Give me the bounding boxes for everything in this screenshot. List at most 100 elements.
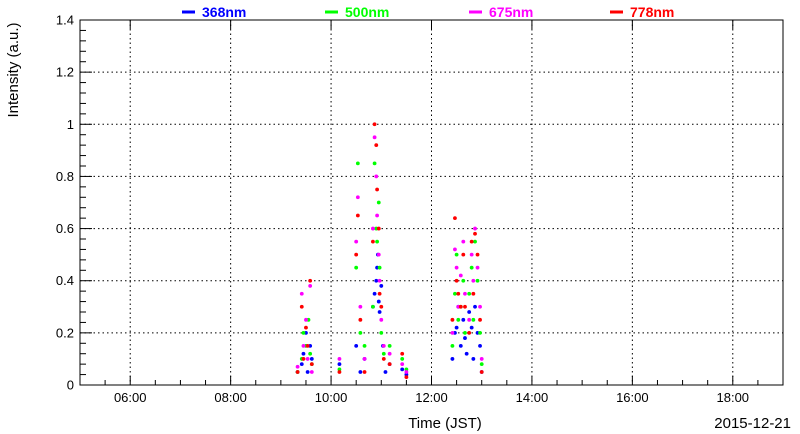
data-point-368nm xyxy=(450,357,455,361)
grid-lines xyxy=(80,20,783,385)
data-point-368nm xyxy=(463,336,467,340)
data-point-778nm xyxy=(379,304,384,309)
data-point-500nm xyxy=(379,330,384,335)
data-point-778nm xyxy=(375,187,380,192)
data-point-675nm xyxy=(463,291,467,296)
y-tick-label: 1.4 xyxy=(56,13,74,28)
axis-ticks xyxy=(79,19,784,386)
data-point-368nm xyxy=(404,372,409,377)
data-point-675nm xyxy=(381,343,386,348)
data-point-675nm xyxy=(471,278,476,283)
x-tick-label: 18:00 xyxy=(717,390,750,405)
data-point-675nm xyxy=(295,364,300,369)
data-point-675nm xyxy=(479,357,484,361)
legend-label: 675nm xyxy=(489,4,533,20)
data-point-368nm xyxy=(354,343,359,348)
data-point-500nm xyxy=(461,278,466,283)
data-point-500nm xyxy=(381,351,386,356)
data-point-675nm xyxy=(358,304,363,309)
y-axis-label: Intensity (a.u.) xyxy=(5,22,22,117)
data-point-778nm xyxy=(404,375,409,380)
data-point-778nm xyxy=(371,239,375,244)
data-point-675nm xyxy=(376,252,381,257)
data-point-778nm xyxy=(453,216,457,221)
data-point-368nm xyxy=(374,278,379,283)
data-point-675nm xyxy=(404,370,409,374)
data-point-500nm xyxy=(372,161,377,166)
data-point-675nm xyxy=(305,357,310,361)
data-point-368nm xyxy=(400,367,405,372)
data-point-778nm xyxy=(458,304,463,309)
data-point-778nm xyxy=(456,291,461,296)
x-tick-label: 14:00 xyxy=(516,390,549,405)
data-point-675nm xyxy=(454,265,459,270)
x-tick-label: 06:00 xyxy=(114,390,147,405)
data-point-675nm xyxy=(372,135,377,140)
data-point-778nm xyxy=(299,304,304,309)
data-point-500nm xyxy=(475,278,480,283)
x-tick-label: 10:00 xyxy=(315,390,348,405)
data-point-368nm xyxy=(301,351,306,356)
data-point-500nm xyxy=(456,317,461,322)
legend-entry-778nm: 778nm xyxy=(610,4,674,20)
data-point-500nm xyxy=(354,265,359,270)
data-point-778nm xyxy=(454,278,459,283)
series-500nm xyxy=(295,161,484,374)
data-point-675nm xyxy=(469,252,474,257)
data-point-500nm xyxy=(463,330,467,335)
data-point-778nm xyxy=(355,213,360,218)
data-point-500nm xyxy=(471,317,476,322)
y-tick-label: 0.4 xyxy=(56,273,74,288)
data-point-500nm xyxy=(473,239,477,244)
data-points xyxy=(295,122,484,380)
data-point-778nm xyxy=(478,317,482,322)
data-point-778nm xyxy=(372,122,377,127)
data-point-368nm xyxy=(454,325,459,330)
data-point-675nm xyxy=(379,317,384,322)
data-point-675nm xyxy=(374,174,379,179)
data-point-778nm xyxy=(337,370,342,374)
data-point-500nm xyxy=(469,265,474,270)
data-point-500nm xyxy=(453,291,457,296)
data-point-368nm xyxy=(337,362,342,367)
data-point-368nm xyxy=(458,343,463,348)
x-tick-label: 16:00 xyxy=(616,390,649,405)
data-point-368nm xyxy=(478,343,482,348)
data-point-500nm xyxy=(404,367,409,372)
data-point-778nm xyxy=(469,239,474,244)
data-point-368nm xyxy=(379,284,384,288)
data-point-675nm xyxy=(299,291,304,296)
data-point-778nm xyxy=(450,317,455,322)
data-point-675nm xyxy=(467,317,472,322)
data-point-368nm xyxy=(309,357,314,361)
data-point-368nm xyxy=(376,299,381,304)
date-label: 2015-12-21 xyxy=(714,415,791,432)
legend-label: 778nm xyxy=(630,4,674,20)
data-point-675nm xyxy=(371,226,375,231)
data-point-500nm xyxy=(301,330,306,335)
data-point-368nm xyxy=(358,370,363,374)
data-point-778nm xyxy=(362,370,367,374)
data-point-778nm xyxy=(473,231,477,236)
data-point-675nm xyxy=(458,273,463,278)
data-point-675nm xyxy=(450,330,455,335)
data-point-675nm xyxy=(478,304,482,309)
data-point-778nm xyxy=(400,351,405,356)
data-point-500nm xyxy=(362,343,367,348)
data-point-500nm xyxy=(377,265,382,270)
x-tick-labels: 06:00 08:00 10:00 12:00 14:00 16:00 18:00 xyxy=(114,390,749,405)
data-point-368nm xyxy=(305,370,310,374)
data-point-675nm xyxy=(375,213,380,218)
legend-label: 368nm xyxy=(202,4,246,20)
data-point-368nm xyxy=(467,310,472,314)
data-point-778nm xyxy=(479,370,484,374)
y-tick-label: 1 xyxy=(67,117,74,132)
legend: 368nm 500nm 675nm 778nm xyxy=(182,4,674,20)
data-point-778nm xyxy=(475,252,480,257)
data-point-778nm xyxy=(301,357,306,361)
data-point-675nm xyxy=(453,247,457,252)
data-point-675nm xyxy=(337,357,342,361)
y-tick-label: 0 xyxy=(67,378,74,393)
data-point-778nm xyxy=(376,226,381,231)
